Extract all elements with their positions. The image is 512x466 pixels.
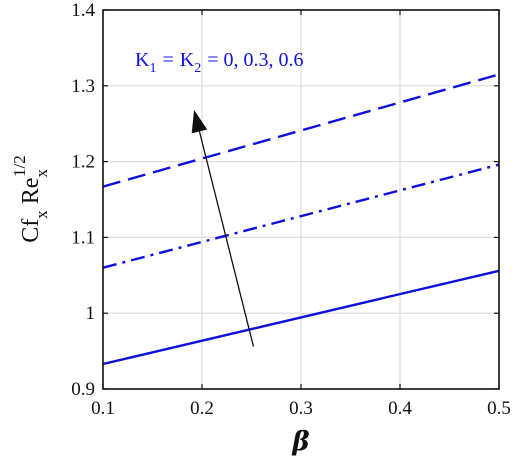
y-label-re-sub: x: [32, 169, 51, 178]
y-tick-label: 1.4: [71, 0, 95, 21]
annotation-arrow: [191, 110, 255, 347]
series-line-solid: [102, 269, 500, 366]
y-tick-label: 1.3: [71, 76, 95, 97]
annotation-label: K1 = K2 = 0, 0.3, 0.6: [135, 49, 303, 76]
y-tick-label: 1.1: [71, 227, 95, 248]
x-tick-label: 0.3: [289, 398, 313, 419]
x-tick-label: 0.5: [487, 398, 511, 419]
y-label-re: Re: [18, 178, 44, 205]
arrow-shaft: [198, 131, 255, 347]
y-axis-label: CfxRex1/2: [10, 155, 51, 242]
x-axis-ticks: 0.1 0.2 0.3 0.4 0.5: [91, 10, 511, 419]
annotation-values: = 0, 0.3, 0.6: [207, 49, 303, 71]
x-tick-label: 0.1: [91, 398, 115, 419]
x-tick-label: 0.2: [190, 398, 214, 419]
y-label-re-sup: 1/2: [10, 155, 29, 177]
series-line-dashdot: [102, 163, 500, 269]
y-label-cf: Cf: [18, 219, 44, 243]
annotation-k1: K: [135, 49, 150, 71]
arrow-head: [191, 110, 208, 134]
annotation-eq: =: [162, 49, 173, 71]
x-tick-label: 0.4: [388, 398, 412, 419]
y-label-cf-sub: x: [32, 210, 51, 219]
y-tick-label: 1.2: [71, 152, 95, 173]
series-line-dashed: [102, 73, 500, 188]
y-tick-label: 1: [86, 303, 96, 324]
series-group: [102, 73, 500, 366]
y-tick-label: 0.9: [71, 379, 95, 400]
annotation-k1-sub: 1: [149, 61, 156, 76]
y-axis-ticks: 0.9 1 1.1 1.2 1.3 1.4: [71, 0, 499, 400]
x-axis-label: β: [291, 427, 309, 457]
annotation-k2: K: [180, 49, 195, 71]
annotation-k2-sub: 2: [194, 61, 201, 76]
